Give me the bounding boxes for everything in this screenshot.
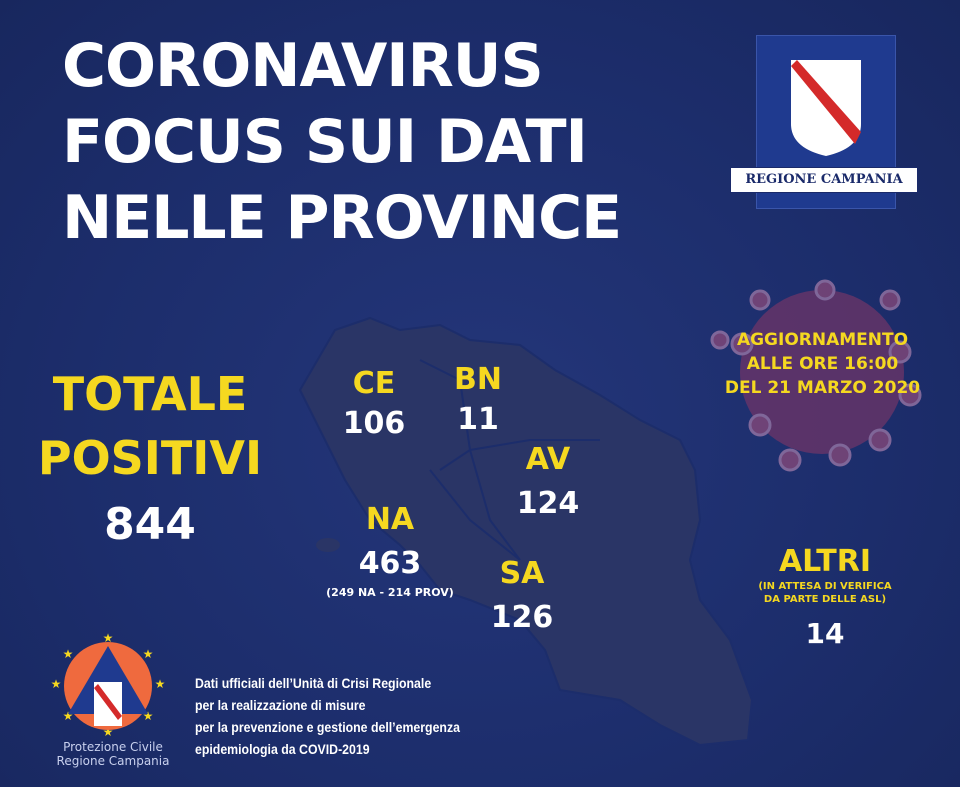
svg-text:★: ★ xyxy=(143,647,154,661)
province-sa: SA 126 xyxy=(482,552,562,640)
footer-note: Dati ufficiali dell’Unità di Crisi Regio… xyxy=(195,672,460,760)
province-value: 126 xyxy=(490,600,554,635)
altri: ALTRI (IN ATTESA DI VERIFICA DA PARTE DE… xyxy=(745,544,905,662)
protezione-civile-logo: ★ ★ ★ ★ ★ ★ ★ ★ xyxy=(51,631,166,739)
altri-note: (IN ATTESA DI VERIFICA xyxy=(758,581,892,592)
province-bn: BN 11 xyxy=(438,360,518,440)
svg-text:★: ★ xyxy=(103,725,114,739)
province-av: AV 124 xyxy=(508,438,588,526)
logo-label: REGIONE CAMPANIA xyxy=(730,167,918,193)
province-detail: (249 NA - 214 PROV) xyxy=(326,586,454,599)
svg-text:★: ★ xyxy=(155,677,166,691)
svg-text:★: ★ xyxy=(51,677,62,691)
province-code: CE xyxy=(352,366,396,401)
protezione-civile-label: Protezione Civile Regione Campania xyxy=(38,740,188,768)
footer-line: epidemiologia da COVID-2019 xyxy=(195,741,370,757)
province-na: NA 463 (249 NA - 214 PROV) xyxy=(310,498,470,599)
totale-positivi: TOTALE POSITIVI 844 xyxy=(30,362,270,560)
altri-label: ALTRI xyxy=(778,544,872,579)
totale-label: POSITIVI xyxy=(37,431,263,485)
totale-value: 844 xyxy=(104,499,196,550)
altri-note: DA PARTE DELLE ASL) xyxy=(763,594,887,605)
footer-line: per la realizzazione di misure xyxy=(195,697,366,713)
footer-line: per la prevenzione e gestione dell’emerg… xyxy=(195,719,460,735)
title-line: FOCUS SUI DATI xyxy=(62,107,588,177)
province-ce: CE 106 xyxy=(334,364,414,444)
update-line: AGGIORNAMENTO xyxy=(736,330,909,350)
update-line: ALLE ORE 16:00 xyxy=(746,354,899,374)
footer-line: Dati ufficiali dell’Unità di Crisi Regio… xyxy=(195,675,432,691)
title-line: NELLE PROVINCE xyxy=(62,183,622,253)
province-value: 11 xyxy=(457,402,499,437)
title-line: CORONAVIRUS xyxy=(62,31,544,101)
pc-line: Protezione Civile xyxy=(63,740,163,754)
province-value: 463 xyxy=(358,546,422,581)
svg-text:★: ★ xyxy=(63,709,74,723)
province-value: 106 xyxy=(342,406,406,441)
pc-line: Regione Campania xyxy=(56,754,170,768)
svg-text:★: ★ xyxy=(103,631,114,645)
page-title: CORONAVIRUS FOCUS SUI DATI NELLE PROVINC… xyxy=(62,28,622,256)
province-code: AV xyxy=(525,442,571,477)
coat-of-arms-icon xyxy=(791,60,861,156)
totale-label: TOTALE xyxy=(52,367,248,421)
province-code: SA xyxy=(499,556,545,591)
province-code: NA xyxy=(365,502,415,537)
campania-map xyxy=(298,316,754,747)
svg-text:★: ★ xyxy=(63,647,74,661)
svg-text:★: ★ xyxy=(143,709,154,723)
update-line: DEL 21 MARZO 2020 xyxy=(724,378,921,398)
province-value: 124 xyxy=(516,486,580,521)
virus-icon xyxy=(710,279,922,472)
altri-value: 14 xyxy=(805,617,845,650)
province-code: BN xyxy=(454,362,502,397)
update-info: AGGIORNAMENTO ALLE ORE 16:00 DEL 21 MARZ… xyxy=(720,328,925,400)
